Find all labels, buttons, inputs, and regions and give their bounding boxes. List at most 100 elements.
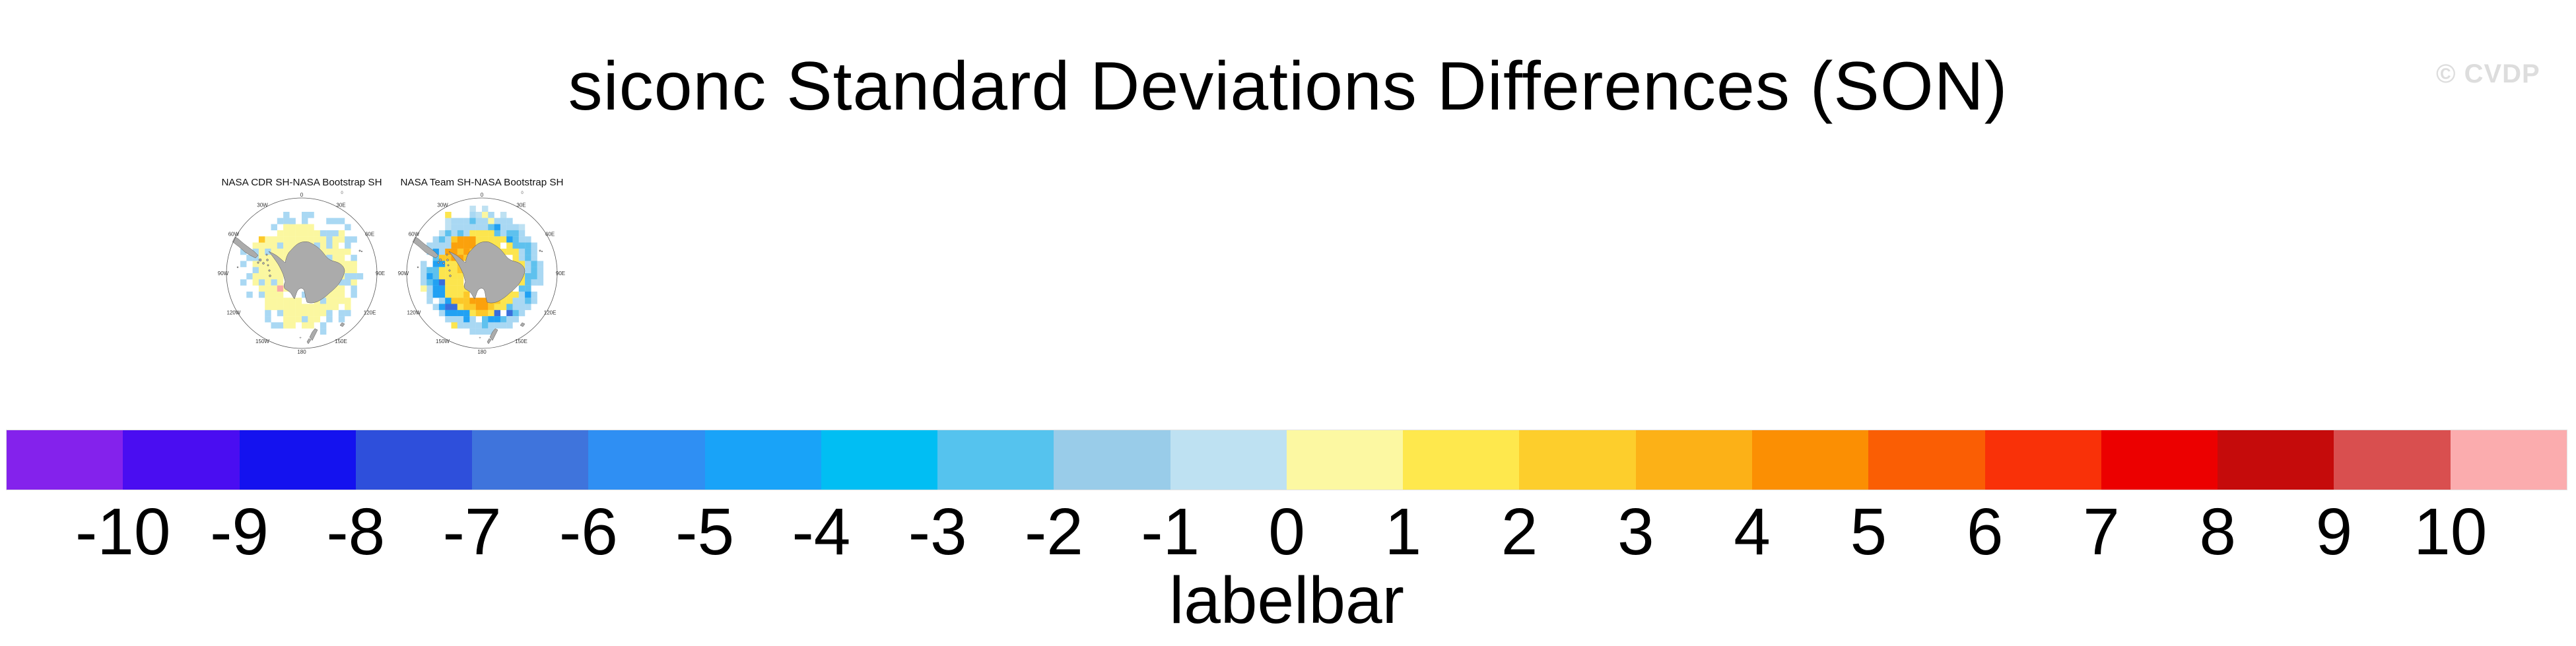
map-cell — [265, 279, 271, 286]
map-cell — [469, 322, 476, 329]
map-cell — [426, 279, 433, 286]
map-cell — [351, 267, 357, 274]
map-cell — [265, 316, 271, 323]
map-cell — [469, 236, 476, 243]
map-cell — [506, 218, 513, 224]
map-cell — [283, 212, 290, 218]
map-cell — [463, 248, 470, 255]
map-cell — [463, 316, 470, 323]
map-cell — [451, 316, 458, 323]
map-cell — [500, 304, 507, 310]
map-cell — [265, 267, 271, 274]
map-cell — [345, 267, 351, 274]
map-cell — [326, 218, 333, 224]
map-cell — [488, 230, 494, 237]
map-cell — [518, 242, 525, 249]
map-cell — [246, 273, 253, 280]
map-cell — [438, 279, 446, 286]
map-cell — [451, 309, 458, 317]
map-cell — [338, 236, 345, 243]
lon-tick-label: 150E — [335, 339, 347, 344]
map-cell — [518, 285, 525, 292]
map-cell — [518, 298, 525, 304]
map-cell — [277, 218, 284, 224]
map-cell — [525, 273, 531, 280]
map-cell — [457, 298, 464, 304]
map-cell — [525, 248, 531, 255]
labelbar-box — [2101, 430, 2218, 490]
map-cell — [525, 279, 531, 286]
map-cell — [246, 255, 253, 261]
labelbar-box — [1751, 430, 1869, 490]
map-cell — [438, 309, 446, 317]
map-cell — [326, 248, 333, 255]
map-cell — [271, 224, 277, 231]
map-cell — [457, 218, 464, 224]
map-title: NASA CDR SH-NASA Bootstrap SH — [221, 177, 382, 188]
map-cell — [525, 304, 531, 310]
labelbar-tick-label: 2 — [1501, 495, 1538, 569]
map-cell — [283, 236, 290, 243]
map-cell — [338, 230, 345, 237]
labelbar-box — [472, 430, 589, 490]
map-cell — [463, 224, 470, 231]
map-cell — [271, 248, 277, 255]
map-cell — [500, 212, 507, 218]
map-cell — [457, 291, 464, 298]
map-cell — [351, 285, 357, 292]
map-cell — [295, 298, 302, 304]
map-cell — [438, 242, 446, 249]
map-cell — [314, 316, 321, 323]
labelbar-tick-label: -4 — [792, 495, 851, 569]
labelbar-tick-label: -1 — [1141, 495, 1200, 569]
map-cell — [283, 304, 290, 310]
labelbar-box — [1054, 430, 1170, 490]
map-cell — [302, 291, 308, 298]
map-cell — [451, 279, 458, 286]
map-cell — [289, 218, 296, 224]
map-cell — [525, 242, 531, 249]
map-cell — [494, 236, 501, 243]
map-cell — [438, 267, 446, 274]
map-cell — [438, 255, 446, 261]
map-cell — [338, 248, 345, 255]
map-cell — [457, 279, 464, 286]
map-cell — [326, 316, 333, 323]
map-cell — [351, 279, 357, 286]
lon-tick-label: 60W — [228, 231, 240, 237]
map-cell — [345, 309, 351, 317]
map-cell — [482, 218, 489, 224]
map-cell — [500, 322, 507, 329]
map-cell — [445, 242, 452, 249]
map-cell — [240, 261, 247, 267]
map-cell — [463, 236, 470, 243]
map-cell — [432, 242, 440, 249]
map-cell — [482, 212, 489, 218]
map-mark: + — [479, 337, 481, 340]
map-cell — [338, 279, 345, 286]
map-cell — [345, 248, 351, 255]
map-cell — [451, 218, 458, 224]
map-cell — [345, 242, 351, 249]
map-cell — [308, 230, 314, 237]
map-cell — [426, 298, 433, 304]
map-cell — [277, 242, 284, 249]
map-cell — [469, 212, 476, 218]
map-cell — [265, 248, 271, 255]
map-cell — [271, 279, 277, 286]
labelbar-box — [1635, 430, 1752, 490]
map-cell — [457, 236, 464, 243]
map-cell — [277, 236, 284, 243]
map-cell — [457, 285, 464, 292]
map-cell — [283, 316, 290, 323]
map-cell — [512, 298, 519, 304]
map-cell — [457, 255, 464, 261]
map-cell — [258, 267, 265, 274]
map-cell — [438, 236, 446, 243]
map-cell — [482, 328, 489, 335]
map-cell — [445, 304, 452, 310]
map-cell — [518, 304, 525, 310]
map-cell — [338, 291, 345, 298]
map-cell — [451, 291, 458, 298]
map-cell — [525, 285, 531, 292]
